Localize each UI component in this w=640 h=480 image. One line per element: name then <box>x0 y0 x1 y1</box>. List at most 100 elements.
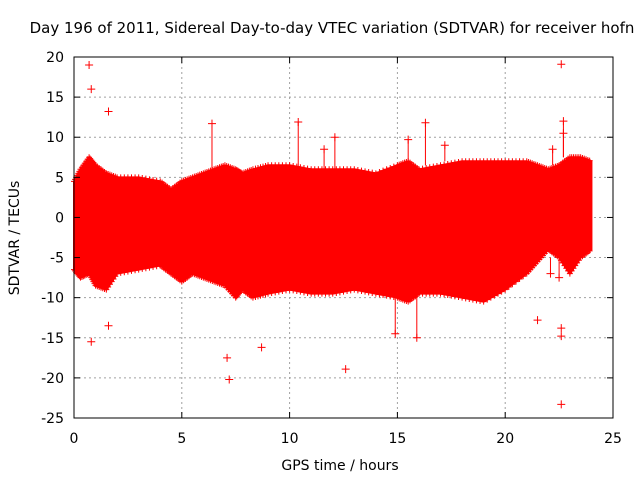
edge-marker <box>466 296 473 303</box>
edge-marker <box>362 288 369 295</box>
edge-marker <box>448 292 455 299</box>
outlier-point <box>555 273 564 282</box>
edge-marker <box>380 291 387 298</box>
edge-marker <box>455 293 462 300</box>
edge-marker <box>293 163 300 170</box>
edge-marker <box>252 165 259 172</box>
outlier-point <box>440 141 449 150</box>
outlier-point <box>412 333 421 342</box>
edge-marker <box>451 159 458 166</box>
edge-marker <box>268 289 275 296</box>
edge-marker <box>304 289 311 296</box>
edge-marker <box>502 286 509 293</box>
edge-marker <box>286 286 293 293</box>
edge-marker <box>516 275 523 282</box>
outlier-point <box>294 117 303 126</box>
outlier-point <box>557 332 566 341</box>
edge-marker <box>441 291 448 298</box>
edge-marker <box>135 174 142 181</box>
edge-marker <box>491 292 498 299</box>
edge-marker <box>286 162 293 169</box>
edge-marker <box>383 166 390 173</box>
x-tick-label: 15 <box>388 431 406 447</box>
edge-marker <box>586 247 593 254</box>
outlier-point <box>548 145 557 154</box>
edge-marker <box>372 290 379 297</box>
edge-marker <box>344 287 351 294</box>
edge-marker <box>484 296 491 303</box>
edge-marker <box>142 175 149 182</box>
outlier-point <box>421 118 430 127</box>
edge-marker <box>257 292 264 299</box>
edge-marker <box>387 164 394 171</box>
edge-marker <box>372 170 379 177</box>
edge-marker <box>293 287 300 294</box>
edge-marker <box>451 293 458 300</box>
edge-marker <box>153 263 160 270</box>
edge-marker <box>121 269 128 276</box>
y-tick-label: 5 <box>55 170 64 186</box>
edge-marker <box>336 289 343 296</box>
edge-marker <box>304 165 311 172</box>
outlier-point <box>557 60 566 69</box>
edge-marker <box>150 177 157 184</box>
edge-marker <box>415 166 422 173</box>
edge-marker <box>249 166 256 173</box>
edge-marker <box>473 297 480 304</box>
edge-marker <box>441 161 448 168</box>
edge-marker <box>77 274 84 281</box>
edge-marker <box>376 168 383 175</box>
y-tick-label: -25 <box>41 411 64 427</box>
edge-marker <box>257 164 264 171</box>
edge-marker <box>275 288 282 295</box>
edge-marker <box>444 291 451 298</box>
outlier-point <box>391 329 400 338</box>
edge-marker <box>252 293 259 300</box>
outlier-point <box>404 135 413 144</box>
edge-marker <box>433 162 440 169</box>
edge-marker <box>383 292 390 299</box>
edge-marker <box>369 289 376 296</box>
edge-marker <box>329 290 336 297</box>
edge-marker <box>426 164 433 171</box>
edge-marker <box>376 291 383 298</box>
y-tick-label: 15 <box>46 90 64 106</box>
edge-marker <box>132 267 139 274</box>
outlier-point <box>85 61 94 70</box>
edge-marker <box>369 169 376 176</box>
y-axis-ticks: -25 -20 -15 -10 -5 0 5 10 15 20 <box>41 50 613 427</box>
edge-marker <box>437 290 444 297</box>
edge-marker <box>142 265 149 272</box>
edge-marker <box>509 281 516 288</box>
edge-marker <box>354 166 361 173</box>
edge-marker <box>117 269 124 276</box>
edge-marker <box>80 273 87 280</box>
outlier-point <box>330 133 339 142</box>
edge-marker <box>153 177 160 184</box>
edge-marker <box>146 176 153 183</box>
plot-frame <box>73 56 614 419</box>
edge-marker <box>78 273 85 280</box>
edge-marker <box>459 294 466 301</box>
outlier-point <box>207 119 216 128</box>
edge-marker <box>505 283 512 290</box>
edge-marker <box>387 293 394 300</box>
edge-marker <box>124 268 131 275</box>
outlier-point <box>320 145 329 154</box>
outlier-point <box>557 324 566 333</box>
y-tick-label: -20 <box>41 371 64 387</box>
x-axis-ticks: 0 5 10 15 20 25 <box>70 57 622 447</box>
x-axis-label: GPS time / hours <box>281 458 398 474</box>
edge-marker <box>249 294 256 301</box>
outlier-point <box>533 316 542 325</box>
y-tick-label: 20 <box>46 50 64 66</box>
edge-marker <box>262 291 269 298</box>
edge-marker <box>430 163 437 170</box>
edge-marker <box>272 289 279 296</box>
outlier-point <box>225 375 234 384</box>
edge-marker <box>83 271 90 278</box>
edge-marker <box>265 290 272 297</box>
edge-marker <box>300 289 307 296</box>
y-tick-label: -10 <box>41 291 64 307</box>
